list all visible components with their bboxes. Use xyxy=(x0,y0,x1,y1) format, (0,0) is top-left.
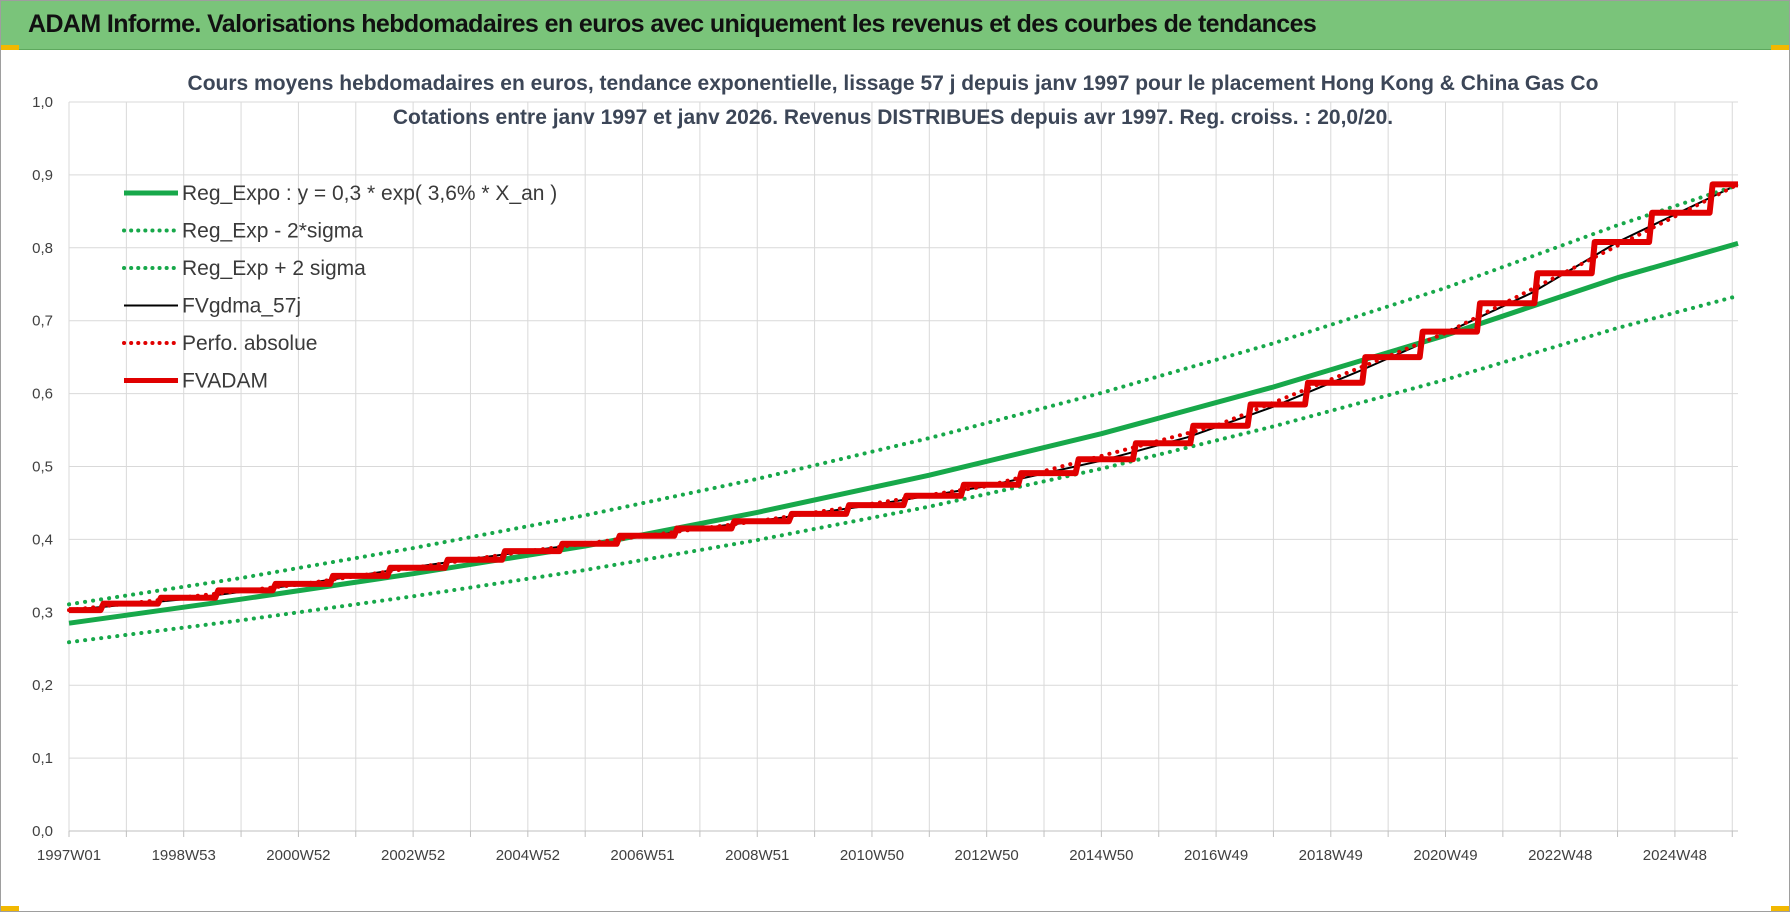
chart-title: Cours moyens hebdomadaires en euros, ten… xyxy=(188,72,1599,95)
y-tick-label: 0,6 xyxy=(32,386,53,403)
corner-marker xyxy=(1771,906,1789,911)
x-tick-label: 2016W49 xyxy=(1184,847,1248,864)
x-tick-label: 2020W49 xyxy=(1413,847,1477,864)
x-tick-label: 2018W49 xyxy=(1299,847,1363,864)
report-title: ADAM Informe. Valorisations hebdomadaire… xyxy=(28,10,1317,38)
x-tick-label: 2022W48 xyxy=(1528,847,1592,864)
corner-marker xyxy=(1771,45,1789,50)
legend-label: Perfo. absolue xyxy=(182,332,317,355)
chart-subtitle: Cotations entre janv 1997 et janv 2026. … xyxy=(393,106,1393,129)
y-tick-label: 0,8 xyxy=(32,240,53,257)
series-line-2 xyxy=(67,183,1740,607)
x-tick-label: 2014W50 xyxy=(1069,847,1133,864)
x-tick-label: 2010W50 xyxy=(840,847,904,864)
legend-label: FVgdma_57j xyxy=(182,295,301,318)
legend-label: Reg_Exp - 2*sigma xyxy=(182,220,363,243)
y-tick-label: 1,0 xyxy=(32,94,53,111)
legend-label: FVADAM xyxy=(182,370,268,393)
y-axis: 0,0 0,1 0,2 0,3 0,4 0,5 0,6 0,7 0,8 0,9 1,0 xyxy=(32,94,53,840)
x-tick-label: 2024W48 xyxy=(1643,847,1707,864)
y-tick-label: 0,9 xyxy=(32,167,53,184)
y-tick-label: 0,1 xyxy=(32,750,53,767)
grid xyxy=(68,101,1738,837)
x-tick-label: 2000W52 xyxy=(266,847,330,864)
x-tick-label: 2012W50 xyxy=(955,847,1019,864)
x-tick-label: 2002W52 xyxy=(381,847,445,864)
x-axis: 1997W01 1998W53 2000W52 2002W52 2004W52 2006W… xyxy=(37,847,1707,864)
y-tick-label: 0,5 xyxy=(32,459,53,476)
y-tick-label: 0,0 xyxy=(32,823,53,840)
x-tick-label: 1998W53 xyxy=(152,847,216,864)
corner-marker xyxy=(1,45,19,50)
y-tick-label: 0,3 xyxy=(32,604,53,621)
x-tick-label: 2006W51 xyxy=(610,847,674,864)
y-tick-label: 0,7 xyxy=(32,313,53,330)
series-group xyxy=(67,181,1740,645)
legend-label: Reg_Expo : y = 0,3 * exp( 3,6% * X_an ) xyxy=(182,182,557,205)
legend-label: Reg_Exp + 2 sigma xyxy=(182,257,366,280)
line-chart: 0,0 0,1 0,2 0,3 0,4 0,5 0,6 0,7 0,8 0,9 1,0 1997W0… xyxy=(32,72,1740,864)
x-tick-label: 1997W01 xyxy=(37,847,101,864)
y-tick-label: 0,2 xyxy=(32,677,53,694)
series-line-5 xyxy=(69,181,1738,614)
corner-marker xyxy=(1,906,19,911)
series-line-1 xyxy=(67,293,1740,645)
x-tick-label: 2008W51 xyxy=(725,847,789,864)
y-tick-label: 0,4 xyxy=(32,531,53,548)
report-header: ADAM Informe. Valorisations hebdomadaire… xyxy=(1,1,1789,50)
x-tick-label: 2004W52 xyxy=(496,847,560,864)
legend: Reg_Expo : y = 0,3 * exp( 3,6% * X_an ) R… xyxy=(122,182,557,393)
series-line-0 xyxy=(68,240,1739,626)
